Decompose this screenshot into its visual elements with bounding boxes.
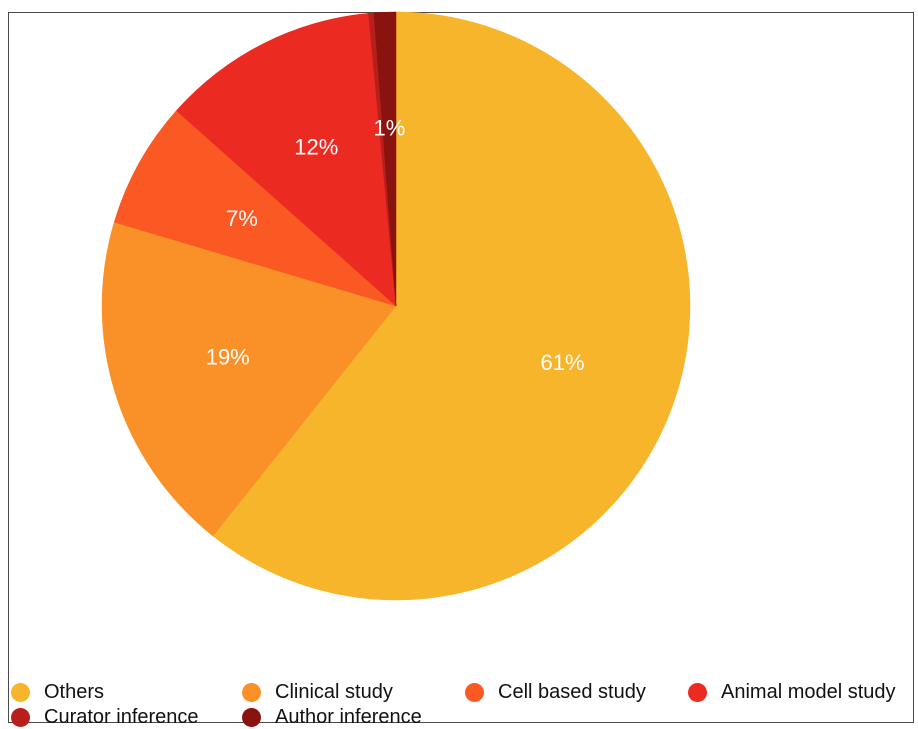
legend-item-others: Others [11, 681, 104, 704]
legend-swatch-others [11, 683, 30, 702]
slice-label-clinical-study: 19% [206, 345, 250, 370]
legend-label: Others [44, 681, 105, 703]
pie-slice-animal-model-study [175, 13, 397, 307]
legend-item-cell-based-study: Cell based study [465, 681, 646, 704]
legend-swatch-clinical-study [242, 683, 261, 702]
legend-item-animal-model-study: Animal model study [688, 681, 896, 704]
legend-label: Animal model study [721, 681, 896, 703]
legend-item-curator-inference: Curator inference [11, 706, 199, 729]
pie-slice-author-inference [373, 11, 397, 307]
pie-slice-clinical-study [101, 221, 397, 537]
legend-label: Clinical study [275, 681, 393, 703]
pie-slice-others [212, 11, 691, 601]
legend-item-author-inference: Author inference [242, 706, 422, 729]
legend-label: Author inference [275, 706, 422, 728]
legend-swatch-curator-inference [11, 708, 30, 727]
slice-label-cell-based-study: 7% [226, 206, 258, 231]
legend-label: Cell based study [498, 681, 646, 703]
legend-swatch-cell-based-study [465, 683, 484, 702]
slice-label-author-inference: 1% [373, 116, 405, 141]
legend-swatch-author-inference [242, 708, 261, 727]
pie-slice-cell-based-study [113, 110, 397, 307]
slice-label-others: 61% [541, 350, 585, 375]
legend-swatch-animal-model-study [688, 683, 707, 702]
legend-item-clinical-study: Clinical study [242, 681, 393, 704]
legend-label: Curator inference [44, 706, 199, 728]
slice-label-animal-model-study: 12% [294, 134, 338, 159]
